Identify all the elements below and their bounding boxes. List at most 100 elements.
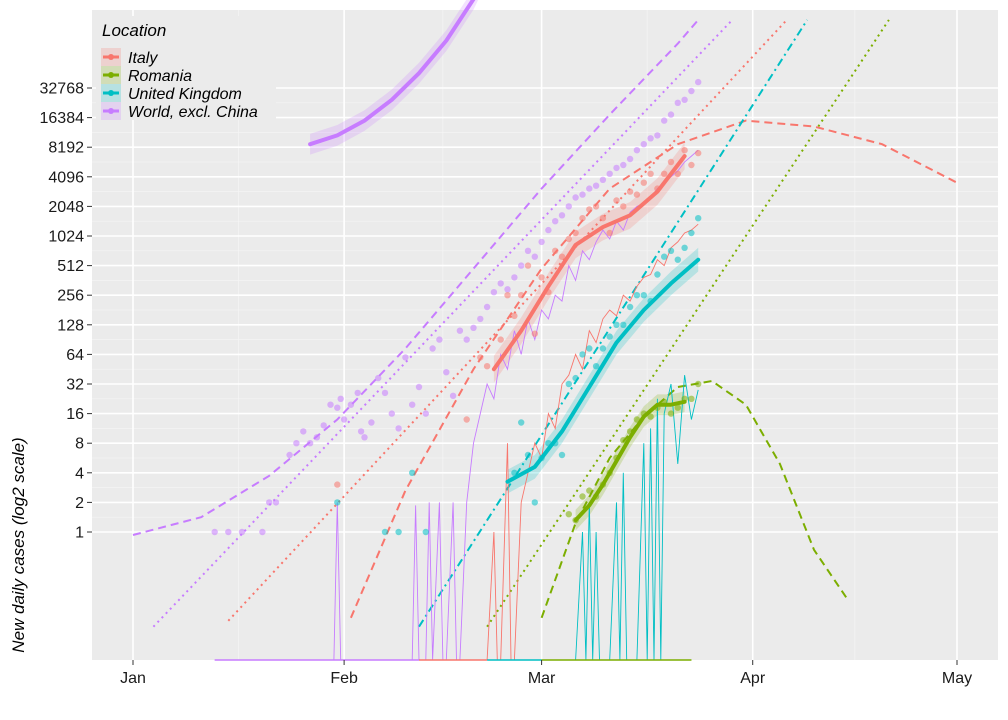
data-point bbox=[357, 428, 365, 435]
data-point bbox=[477, 315, 484, 323]
data-point bbox=[334, 481, 341, 488]
data-point bbox=[456, 327, 464, 334]
data-point bbox=[661, 117, 668, 124]
data-point bbox=[572, 374, 579, 382]
data-point bbox=[272, 499, 280, 506]
data-point bbox=[286, 451, 293, 459]
data-point bbox=[586, 487, 593, 494]
data-point bbox=[334, 404, 341, 411]
data-point bbox=[524, 247, 532, 254]
data-point bbox=[599, 345, 607, 352]
data-point bbox=[606, 333, 613, 340]
data-point bbox=[470, 324, 477, 331]
data-point bbox=[443, 369, 450, 376]
trend-line bbox=[349, 119, 958, 619]
y-tick-label: 8192 bbox=[48, 140, 84, 157]
data-point bbox=[572, 194, 579, 201]
y-tick-label: 2 bbox=[75, 495, 84, 512]
y-tick-label: 16 bbox=[66, 406, 84, 423]
data-point bbox=[606, 170, 613, 177]
data-point bbox=[531, 330, 538, 337]
data-point bbox=[633, 191, 641, 198]
x-tick-label: Mar bbox=[528, 670, 556, 687]
y-tick-label: 128 bbox=[57, 317, 84, 334]
data-point bbox=[620, 437, 627, 444]
data-point bbox=[592, 203, 600, 210]
data-points bbox=[211, 78, 702, 536]
legend-key-point bbox=[108, 90, 114, 96]
smooth-line bbox=[491, 154, 687, 372]
legend-label: World, excl. China bbox=[128, 104, 258, 121]
data-point bbox=[654, 132, 661, 139]
data-point bbox=[586, 206, 593, 213]
data-point bbox=[422, 528, 429, 536]
y-tick-label: 512 bbox=[57, 258, 84, 275]
x-tick-label: Jan bbox=[120, 670, 146, 687]
data-point bbox=[613, 321, 620, 328]
data-point bbox=[518, 262, 525, 269]
data-point bbox=[375, 374, 382, 382]
data-point bbox=[613, 164, 620, 172]
data-point bbox=[558, 451, 566, 459]
legend-key-point bbox=[108, 108, 114, 114]
data-point bbox=[674, 99, 681, 107]
data-point bbox=[620, 203, 627, 210]
data-point bbox=[422, 410, 429, 417]
data-point bbox=[337, 395, 344, 402]
data-point bbox=[395, 425, 402, 432]
data-point bbox=[633, 292, 641, 299]
data-point bbox=[538, 274, 545, 281]
data-point bbox=[695, 78, 702, 86]
data-point bbox=[667, 111, 675, 118]
data-point bbox=[300, 428, 307, 435]
data-point bbox=[565, 203, 572, 210]
data-point bbox=[606, 229, 613, 237]
data-point bbox=[497, 336, 504, 343]
data-point bbox=[647, 135, 654, 142]
legend-label: Romania bbox=[128, 68, 192, 85]
data-point bbox=[225, 528, 232, 536]
data-point bbox=[688, 229, 695, 237]
data-point bbox=[695, 215, 702, 222]
y-tick-label: 64 bbox=[66, 347, 84, 364]
data-point bbox=[518, 292, 525, 299]
data-point bbox=[599, 215, 607, 222]
trend-line bbox=[540, 379, 849, 619]
data-point bbox=[674, 404, 681, 411]
data-point bbox=[538, 238, 545, 246]
data-point bbox=[572, 229, 579, 237]
data-point bbox=[552, 218, 559, 225]
y-axis-title: New daily cases (log2 scale) bbox=[9, 437, 28, 652]
data-point bbox=[552, 247, 559, 254]
data-point bbox=[640, 292, 647, 299]
daily-lines bbox=[214, 149, 699, 661]
data-point bbox=[545, 226, 552, 234]
data-point bbox=[667, 247, 675, 254]
data-point bbox=[511, 274, 518, 281]
data-point bbox=[531, 253, 538, 260]
data-point bbox=[633, 147, 641, 154]
x-tick-label: Apr bbox=[740, 670, 766, 687]
y-tick-label: 2048 bbox=[48, 199, 84, 216]
x-axis: Jan Feb Mar Apr May bbox=[120, 660, 972, 687]
legend-key-point bbox=[108, 54, 114, 60]
data-point bbox=[565, 235, 572, 243]
data-point bbox=[592, 182, 600, 189]
data-point bbox=[511, 312, 518, 320]
trend-line bbox=[486, 19, 890, 628]
smooth-line bbox=[308, 0, 476, 147]
data-point bbox=[313, 434, 321, 441]
confidence-band bbox=[493, 142, 685, 383]
data-point bbox=[695, 149, 702, 157]
data-point bbox=[429, 345, 436, 352]
data-point bbox=[388, 410, 395, 417]
data-point bbox=[558, 212, 566, 219]
y-tick-label: 256 bbox=[57, 288, 84, 305]
data-point bbox=[463, 416, 470, 423]
data-point bbox=[409, 469, 416, 476]
legend-background bbox=[96, 16, 276, 120]
legend-label: Italy bbox=[128, 50, 158, 67]
data-point bbox=[667, 410, 675, 417]
data-point bbox=[647, 170, 654, 177]
